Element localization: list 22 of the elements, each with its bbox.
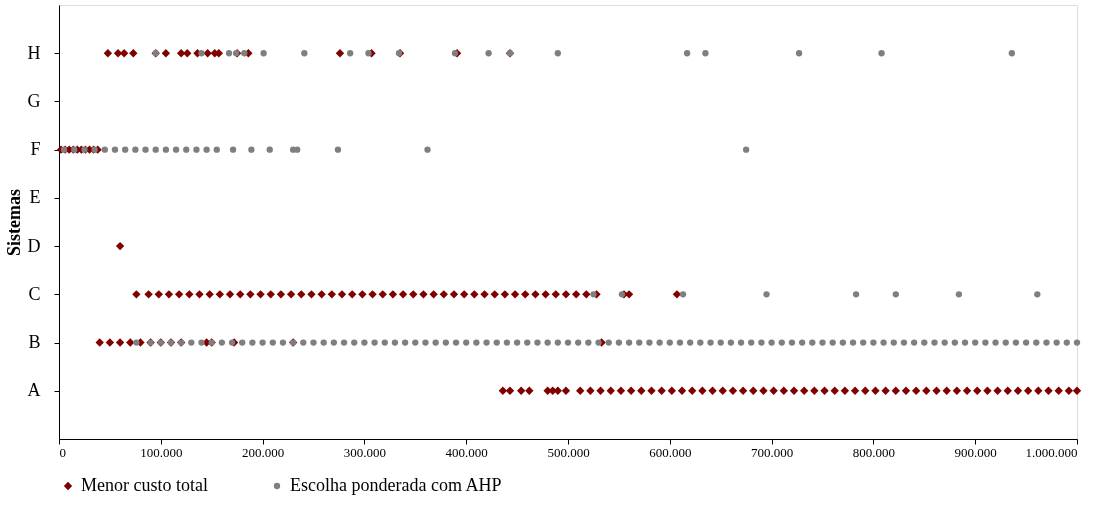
x-tick-label: 1.000.000 xyxy=(1025,444,1078,460)
x-tick-label: 200.000 xyxy=(241,444,285,460)
y-tick-label: B xyxy=(28,332,41,353)
x-tick-label: 400.000 xyxy=(445,444,488,460)
y-tick-label: G xyxy=(27,90,41,111)
x-tick-label: 100.000 xyxy=(140,444,183,460)
y-tick-label: F xyxy=(30,139,41,160)
x-tick-label: 500.000 xyxy=(547,444,590,460)
y-tick-label: D xyxy=(27,235,41,256)
x-tick-label: 300.000 xyxy=(343,444,387,460)
x-tick-label: 900.000 xyxy=(954,444,997,460)
y-tick-label: E xyxy=(29,187,41,208)
x-tick-label: 800.000 xyxy=(852,444,896,460)
x-tick-label: 700.000 xyxy=(750,444,794,460)
legend-label: Escolha ponderada com AHP xyxy=(290,475,502,495)
y-tick-label: A xyxy=(27,380,41,401)
x-tick-label: 600.000 xyxy=(649,444,692,460)
legend-label: Menor custo total xyxy=(81,475,208,495)
y-tick-label: C xyxy=(28,283,41,304)
y-tick-label: H xyxy=(27,42,41,63)
x-tick-label: 0 xyxy=(59,444,66,460)
y-axis-title: Sistemas xyxy=(3,189,24,256)
